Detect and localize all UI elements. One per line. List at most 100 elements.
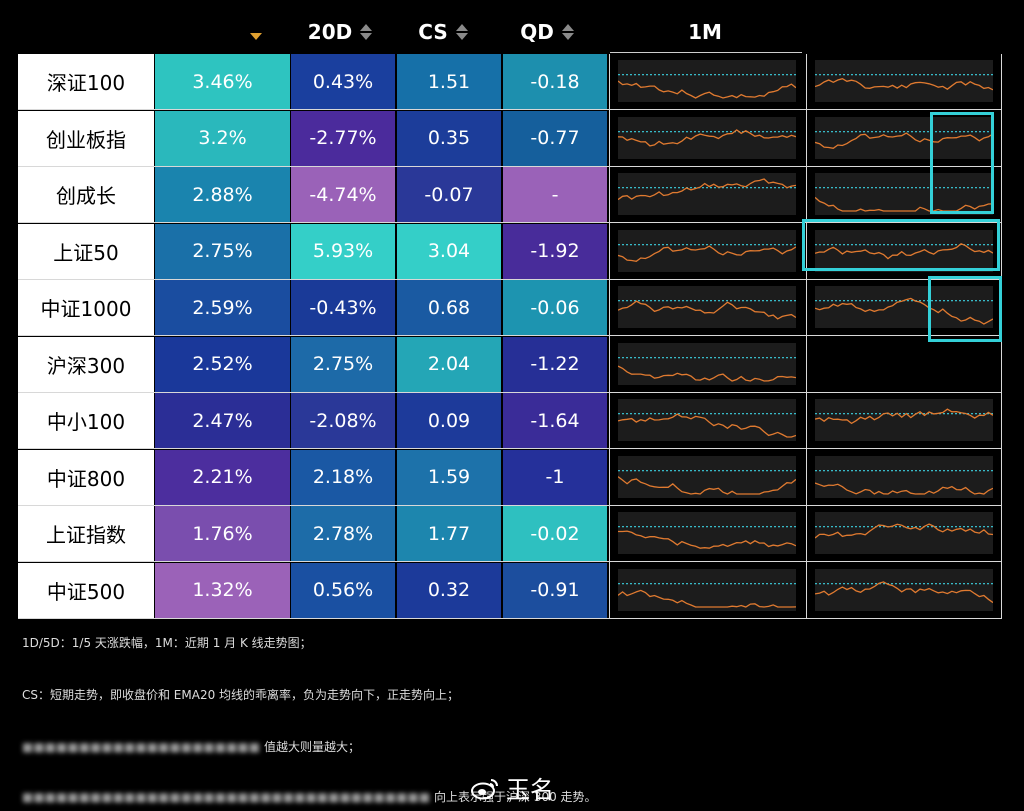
qd-cell: -0.02 (503, 506, 607, 561)
change-20d-cell: -2.08% (291, 393, 395, 448)
row-divider (18, 278, 1002, 280)
change-1d-cell: 2.21% (155, 449, 290, 505)
cs-cell: 1.77 (397, 506, 501, 561)
table-row: 沪深300 2.52% 2.75% 2.04 -1.22 (18, 336, 1002, 393)
sparkline-bg (815, 116, 993, 159)
sparkline-series (815, 580, 993, 603)
qd-cell: - (503, 167, 607, 222)
sparkline-series (618, 178, 796, 201)
sparkline-chart (618, 512, 796, 554)
spark-cell-1m (610, 167, 805, 222)
change-1d-cell: 2.59% (155, 280, 290, 335)
header-20d[interactable]: 20D (300, 18, 380, 46)
sparkline-bg (618, 512, 796, 554)
change-20d-cell: 2.78% (291, 506, 395, 561)
sort-arrows-icon[interactable] (360, 24, 373, 40)
cs-cell: 3.04 (397, 223, 501, 279)
row-divider (18, 617, 1002, 619)
table-row: 中证800 2.21% 2.18% 1.59 -1 (18, 449, 1002, 506)
spark-cell-1m (610, 280, 805, 335)
header-1d-sort[interactable] (232, 18, 272, 46)
index-name-cell: 中证1000 (18, 280, 154, 335)
qd-cell: -1 (503, 449, 607, 505)
change-1d-cell: 1.32% (155, 562, 290, 618)
header-underline (610, 52, 802, 53)
note-qd: ■■■■■■■■■■■■■■■■■■■■■ 值越大则量越大； (22, 740, 360, 754)
qd-cell: -0.06 (503, 280, 607, 335)
sort-arrows-icon[interactable] (455, 24, 468, 40)
table-row: 创业板指 3.2% -2.77% 0.35 -0.77 (18, 110, 1002, 167)
spark-cell-1m (610, 223, 805, 279)
highlight-box (802, 219, 1000, 271)
cs-cell: 2.04 (397, 336, 501, 392)
sparkline-chart (815, 60, 993, 102)
header-cs[interactable]: CS (408, 18, 478, 46)
blurred-text: ■■■■■■■■■■■■■■■■■■■■■■■■■■■■■■■■■■■■ (22, 790, 431, 804)
sparkline-chart (618, 342, 796, 385)
sparkline-chart (618, 568, 796, 611)
sparkline-bg (815, 512, 993, 554)
header-1m: 1M (688, 20, 722, 44)
sparkline-series (618, 80, 796, 99)
sparkline-bg (815, 173, 993, 215)
table-row: 中小100 2.47% -2.08% 0.09 -1.64 (18, 393, 1002, 449)
sparkline-chart (815, 399, 993, 441)
sparkline-bg (815, 60, 993, 102)
highlight-box (928, 276, 1002, 342)
sparkline-chart (618, 286, 796, 328)
index-name-cell: 创成长 (18, 167, 154, 222)
sort-arrows-icon[interactable] (561, 24, 574, 40)
sparkline-series (618, 244, 796, 262)
weibo-logo-icon (471, 778, 498, 799)
sparkline-chart (618, 455, 796, 498)
sparkline-chart (618, 173, 796, 215)
spark-cell-relative (807, 393, 1002, 448)
spark-cell-1m (610, 562, 805, 618)
change-20d-cell: 5.93% (291, 223, 395, 279)
change-20d-cell: -0.43% (291, 280, 395, 335)
change-1d-cell: 3.46% (155, 54, 290, 109)
sparkline-chart (815, 455, 993, 498)
sparkline-series (618, 413, 796, 438)
row-divider (18, 448, 1002, 449)
cs-cell: 0.32 (397, 562, 501, 618)
change-20d-cell: 2.18% (291, 449, 395, 505)
sparkline-series (815, 77, 993, 91)
sparkline-series (815, 297, 993, 325)
sparkline-bg (618, 286, 796, 328)
sparkline-chart (618, 116, 796, 159)
change-1d-cell: 3.2% (155, 110, 290, 166)
spark-cell-relative (807, 223, 1002, 279)
qd-cell: -0.91 (503, 562, 607, 618)
sparkline-chart (618, 60, 796, 102)
cs-cell: 0.35 (397, 110, 501, 166)
row-divider (18, 335, 1002, 336)
sort-arrows-icon[interactable] (250, 24, 262, 40)
row-divider (18, 222, 1002, 223)
sparkline-bg (815, 455, 993, 498)
table-row: 深证100 3.46% 0.43% 1.51 -0.18 (18, 54, 1002, 110)
sparkline-chart (815, 173, 993, 215)
change-20d-cell: 2.75% (291, 336, 395, 392)
blurred-text: ■■■■■■■■■■■■■■■■■■■■■ (22, 740, 261, 754)
spark-cell-relative (807, 110, 1002, 166)
cs-cell: 1.59 (397, 449, 501, 505)
index-name-cell: 深证100 (18, 54, 154, 109)
index-name-cell: 中证800 (18, 449, 154, 505)
spark-cell-1m (610, 449, 805, 505)
header-qd[interactable]: QD (512, 18, 582, 46)
table-row: 上证指数 1.76% 2.78% 1.77 -0.02 (18, 506, 1002, 562)
index-name-cell: 创业板指 (18, 110, 154, 166)
sparkline-series (618, 475, 796, 495)
sparkline-chart (815, 512, 993, 554)
table-row: 创成长 2.88% -4.74% -0.07- (18, 167, 1002, 223)
sparkline-chart (815, 568, 993, 611)
sparkline-bg (618, 60, 796, 102)
sparkline-bg (815, 229, 993, 272)
change-1d-cell: 2.47% (155, 393, 290, 448)
qd-cell: -0.18 (503, 54, 607, 109)
row-divider (18, 561, 1002, 562)
table-row: 中证500 1.32% 0.56% 0.32 -0.91 (18, 562, 1002, 619)
sparkline-chart (618, 229, 796, 272)
sparkline-series (815, 408, 993, 425)
